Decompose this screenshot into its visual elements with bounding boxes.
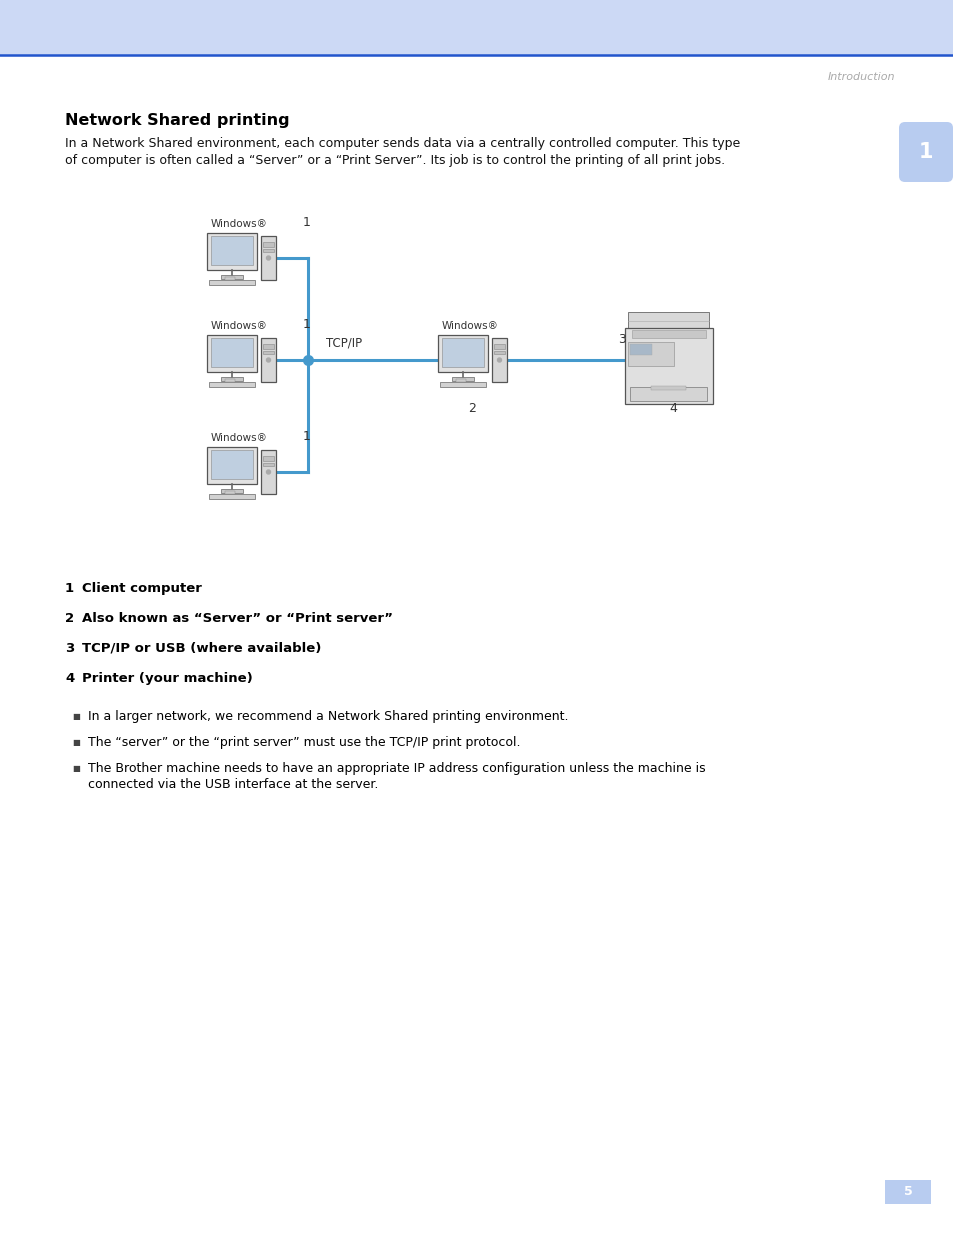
Circle shape [266, 471, 271, 474]
Text: ■: ■ [71, 764, 80, 773]
Text: 3: 3 [65, 642, 74, 655]
Bar [650, 385, 685, 390]
Text: 1: 1 [65, 582, 74, 595]
Bar [629, 388, 706, 401]
Bar [437, 335, 488, 372]
Bar [629, 345, 651, 354]
Bar [263, 345, 274, 350]
Bar [263, 351, 274, 354]
Text: In a larger network, we recommend a Network Shared printing environment.: In a larger network, we recommend a Netw… [88, 710, 568, 722]
Bar [0, 0, 953, 56]
Bar [494, 345, 504, 350]
Bar [624, 329, 712, 404]
Bar [211, 338, 253, 367]
Text: 1: 1 [303, 317, 311, 331]
Text: TCP/IP: TCP/IP [326, 337, 362, 350]
Text: Network Shared printing: Network Shared printing [65, 112, 290, 128]
Text: 4: 4 [668, 403, 677, 415]
Bar [211, 236, 253, 266]
Bar [207, 335, 256, 372]
Bar [494, 351, 504, 354]
Circle shape [266, 358, 271, 362]
Bar [627, 342, 673, 367]
Bar [221, 275, 243, 279]
Text: 2: 2 [468, 403, 476, 415]
Bar [884, 1179, 930, 1204]
Bar [261, 450, 275, 494]
Bar [225, 277, 234, 280]
Text: ■: ■ [71, 739, 80, 747]
Bar [221, 377, 243, 382]
Text: 1: 1 [303, 216, 311, 228]
Bar [263, 242, 274, 247]
Text: Windows®: Windows® [211, 433, 268, 443]
Bar [209, 280, 254, 285]
Bar [439, 382, 485, 387]
Bar [631, 330, 705, 338]
Bar [263, 249, 274, 252]
Bar [627, 312, 708, 329]
Text: 2: 2 [65, 613, 74, 625]
Bar [209, 494, 254, 499]
Text: The “server” or the “print server” must use the TCP/IP print protocol.: The “server” or the “print server” must … [88, 736, 520, 748]
Bar [456, 379, 465, 382]
Bar [261, 338, 275, 382]
Text: ■: ■ [71, 713, 80, 721]
Bar [209, 382, 254, 387]
Text: Windows®: Windows® [441, 321, 498, 331]
Bar [263, 456, 274, 461]
Text: In a Network Shared environment, each computer sends data via a centrally contro: In a Network Shared environment, each co… [65, 137, 740, 149]
Text: 3: 3 [618, 333, 625, 346]
Text: TCP/IP or USB (where available): TCP/IP or USB (where available) [82, 642, 321, 655]
Text: 4: 4 [65, 672, 74, 685]
Bar [207, 447, 256, 484]
Circle shape [497, 358, 501, 362]
Text: 5: 5 [902, 1186, 911, 1198]
Text: Client computer: Client computer [82, 582, 202, 595]
Text: 1: 1 [918, 142, 932, 162]
Bar [261, 236, 275, 280]
Bar [221, 489, 243, 493]
Bar [225, 379, 234, 382]
FancyBboxPatch shape [898, 122, 952, 182]
Text: of computer is often called a “Server” or a “Print Server”. Its job is to contro: of computer is often called a “Server” o… [65, 154, 724, 167]
Text: Windows®: Windows® [211, 219, 268, 228]
Bar [207, 233, 256, 270]
Text: Introduction: Introduction [827, 72, 895, 82]
Bar [492, 338, 506, 382]
Bar [452, 377, 474, 382]
Text: connected via the USB interface at the server.: connected via the USB interface at the s… [88, 778, 378, 790]
Circle shape [266, 256, 271, 261]
Text: Windows®: Windows® [211, 321, 268, 331]
Bar [441, 338, 483, 367]
Bar [263, 463, 274, 466]
Text: 1: 1 [303, 430, 311, 443]
Bar [211, 450, 253, 479]
Text: Also known as “Server” or “Print server”: Also known as “Server” or “Print server” [82, 613, 393, 625]
Bar [225, 492, 234, 494]
Text: The Brother machine needs to have an appropriate IP address configuration unless: The Brother machine needs to have an app… [88, 762, 705, 776]
Text: Printer (your machine): Printer (your machine) [82, 672, 253, 685]
